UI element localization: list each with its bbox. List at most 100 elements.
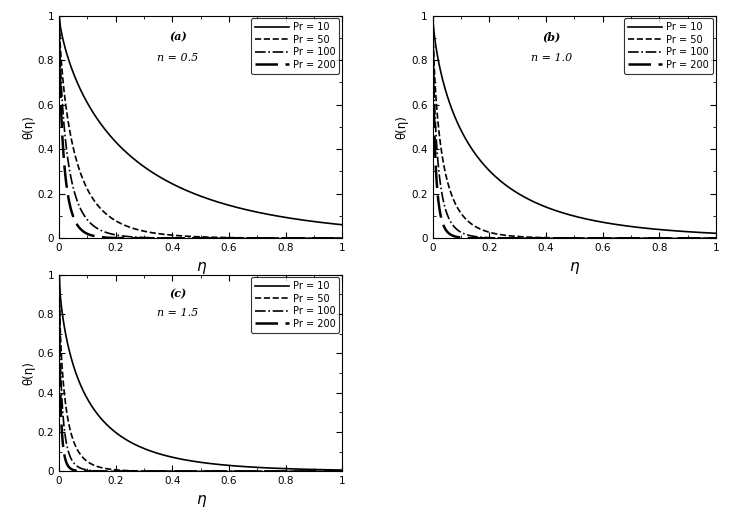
Pr = 100 xyxy=(128,468,137,474)
Text: n = 1.0: n = 1.0 xyxy=(531,53,572,63)
Pr = 50 xyxy=(105,466,114,472)
Pr = 50 xyxy=(338,468,347,474)
Pr = 100 xyxy=(55,12,63,19)
Pr = 200 xyxy=(641,235,650,241)
Legend: Pr = 10, Pr = 50, Pr = 100, Pr = 200: Pr = 10, Pr = 50, Pr = 100, Pr = 200 xyxy=(251,278,339,333)
Pr = 100 xyxy=(268,468,277,474)
Pr = 50 xyxy=(595,235,604,241)
Pr = 10 xyxy=(183,457,192,463)
Pr = 10 xyxy=(268,465,277,471)
Pr = 10 xyxy=(128,440,137,446)
Pr = 200 xyxy=(55,12,63,19)
Pr = 50 xyxy=(244,468,252,474)
Pr = 200 xyxy=(128,235,137,241)
Line: Pr = 200: Pr = 200 xyxy=(59,275,342,471)
Pr = 10 xyxy=(618,222,627,228)
Y-axis label: θ(η): θ(η) xyxy=(22,361,35,385)
Line: Pr = 10: Pr = 10 xyxy=(59,275,342,470)
Pr = 200 xyxy=(338,468,347,474)
Pr = 100 xyxy=(556,235,565,241)
Pr = 200 xyxy=(428,12,437,19)
Pr = 10 xyxy=(338,222,347,228)
Pr = 10 xyxy=(501,182,510,188)
Pr = 10 xyxy=(221,202,230,208)
Pr = 10 xyxy=(221,462,230,468)
Pr = 200 xyxy=(221,468,230,474)
Pr = 50 xyxy=(55,271,63,278)
Pr = 200 xyxy=(711,235,720,241)
Line: Pr = 10: Pr = 10 xyxy=(59,16,342,225)
Pr = 10 xyxy=(641,225,650,232)
Pr = 100 xyxy=(501,235,510,241)
Pr = 100 xyxy=(221,235,230,241)
Pr = 200 xyxy=(338,235,347,241)
Pr = 200 xyxy=(244,468,252,474)
Pr = 50 xyxy=(244,235,252,241)
Pr = 50 xyxy=(128,468,137,474)
Pr = 50 xyxy=(618,235,627,241)
Pr = 10 xyxy=(105,132,114,138)
Line: Pr = 50: Pr = 50 xyxy=(432,16,716,238)
Pr = 200 xyxy=(183,235,192,241)
Line: Pr = 10: Pr = 10 xyxy=(432,16,716,233)
Pr = 50 xyxy=(641,235,650,241)
Pr = 100 xyxy=(221,468,230,474)
Pr = 50 xyxy=(183,468,192,474)
Pr = 10 xyxy=(55,271,63,278)
Pr = 200 xyxy=(55,271,63,278)
Pr = 10 xyxy=(556,209,565,215)
Pr = 100 xyxy=(641,235,650,241)
Pr = 10 xyxy=(128,154,137,161)
Pr = 200 xyxy=(128,468,137,474)
Line: Pr = 50: Pr = 50 xyxy=(59,275,342,471)
Pr = 50 xyxy=(501,232,510,238)
Pr = 100 xyxy=(595,235,604,241)
Pr = 50 xyxy=(221,235,230,241)
Pr = 200 xyxy=(105,468,114,474)
Pr = 50 xyxy=(183,233,192,239)
Pr = 10 xyxy=(338,467,347,473)
Pr = 50 xyxy=(128,225,137,231)
Pr = 50 xyxy=(221,468,230,474)
Legend: Pr = 10, Pr = 50, Pr = 100, Pr = 200: Pr = 10, Pr = 50, Pr = 100, Pr = 200 xyxy=(624,19,713,74)
Pr = 100 xyxy=(105,468,114,474)
Pr = 100 xyxy=(338,468,347,474)
Pr = 200 xyxy=(556,235,565,241)
Pr = 50 xyxy=(268,235,277,241)
Pr = 10 xyxy=(428,12,437,19)
Text: (c): (c) xyxy=(169,289,187,299)
Legend: Pr = 10, Pr = 50, Pr = 100, Pr = 200: Pr = 10, Pr = 50, Pr = 100, Pr = 200 xyxy=(251,19,339,74)
Line: Pr = 200: Pr = 200 xyxy=(59,16,342,238)
Pr = 50 xyxy=(556,235,565,241)
Pr = 100 xyxy=(428,12,437,19)
Text: (b): (b) xyxy=(542,31,561,42)
X-axis label: η: η xyxy=(570,258,579,274)
Line: Pr = 50: Pr = 50 xyxy=(59,16,342,238)
Pr = 50 xyxy=(105,213,114,220)
X-axis label: η: η xyxy=(196,258,205,274)
Pr = 200 xyxy=(618,235,627,241)
Pr = 200 xyxy=(268,468,277,474)
Pr = 50 xyxy=(711,235,720,241)
Pr = 100 xyxy=(183,235,192,241)
Pr = 100 xyxy=(183,468,192,474)
Pr = 100 xyxy=(711,235,720,241)
X-axis label: η: η xyxy=(196,492,205,507)
Pr = 10 xyxy=(478,161,487,167)
Text: n = 1.5: n = 1.5 xyxy=(157,308,199,318)
Pr = 10 xyxy=(105,424,114,430)
Line: Pr = 200: Pr = 200 xyxy=(432,16,716,238)
Pr = 10 xyxy=(55,12,63,19)
Line: Pr = 100: Pr = 100 xyxy=(59,16,342,238)
Pr = 100 xyxy=(268,235,277,241)
Pr = 100 xyxy=(244,468,252,474)
Pr = 200 xyxy=(105,235,114,241)
Pr = 10 xyxy=(183,188,192,194)
Pr = 10 xyxy=(711,230,720,236)
Y-axis label: θ(η): θ(η) xyxy=(22,115,35,139)
Line: Pr = 100: Pr = 100 xyxy=(59,275,342,471)
Pr = 50 xyxy=(55,12,63,19)
Pr = 50 xyxy=(338,235,347,241)
Pr = 200 xyxy=(478,235,487,241)
Pr = 10 xyxy=(595,219,604,225)
